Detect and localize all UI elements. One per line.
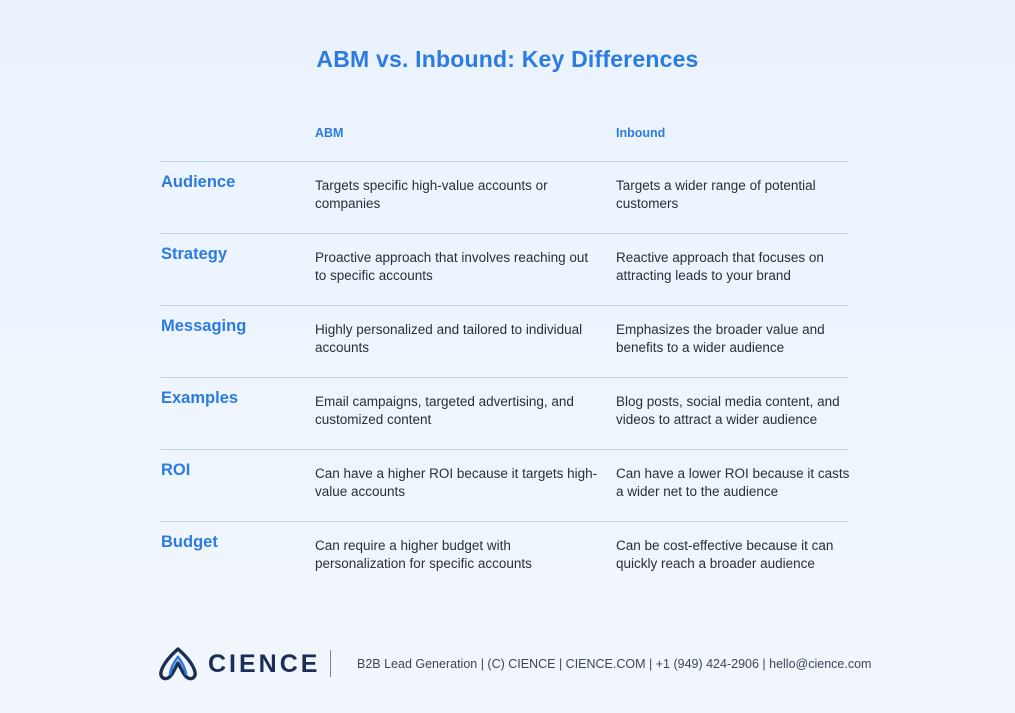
abm-cell: Can have a higher ROI because it targets…: [315, 466, 598, 499]
row-label: Budget: [161, 533, 218, 551]
inbound-cell: Can have a lower ROI because it casts a …: [616, 466, 850, 499]
inbound-cell: Reactive approach that focuses on attrac…: [616, 250, 824, 283]
abm-cell: Can require a higher budget with persona…: [315, 538, 532, 571]
footer: CIENCE B2B Lead Generation | (C) CIENCE …: [0, 628, 1015, 713]
footer-contact-info: B2B Lead Generation | (C) CIENCE | CIENC…: [357, 657, 872, 671]
row-label: Examples: [161, 389, 239, 407]
table-row-budget: Budget Can require a higher budget with …: [161, 521, 848, 593]
row-label: Messaging: [161, 317, 247, 335]
inbound-cell: Blog posts, social media content, and vi…: [616, 394, 840, 427]
row-label: Audience: [161, 173, 236, 191]
footer-divider: [330, 650, 331, 677]
abm-cell: Proactive approach that involves reachin…: [315, 250, 589, 283]
abm-cell: Email campaigns, targeted advertising, a…: [315, 394, 574, 427]
table-row-roi: ROI Can have a higher ROI because it tar…: [161, 449, 849, 521]
table-row-examples: Examples Email campaigns, targeted adver…: [161, 377, 848, 449]
table-row-messaging: Messaging Highly personalized and tailor…: [161, 305, 848, 377]
cience-mark-icon: [157, 646, 199, 687]
table-row-audience: Audience Targets specific high-value acc…: [161, 161, 848, 233]
row-label: ROI: [161, 461, 191, 479]
comparison-table: Audience Targets specific high-value acc…: [161, 161, 849, 593]
column-header-inbound: Inbound: [616, 126, 666, 140]
inbound-cell: Emphasizes the broader value and benefit…: [616, 322, 825, 355]
abm-cell: Targets specific high-value accounts or …: [315, 178, 548, 211]
logo-wordmark: CIENCE: [208, 650, 321, 678]
page-title: ABM vs. Inbound: Key Differences: [316, 46, 699, 72]
table-row-strategy: Strategy Proactive approach that involve…: [161, 233, 848, 305]
cience-logo: CIENCE: [157, 646, 317, 682]
abm-cell: Highly personalized and tailored to indi…: [315, 322, 583, 355]
column-header-abm: ABM: [315, 126, 344, 140]
inbound-cell: Targets a wider range of potential custo…: [616, 178, 816, 211]
inbound-cell: Can be cost-effective because it can qui…: [616, 538, 834, 571]
row-label: Strategy: [161, 245, 228, 263]
